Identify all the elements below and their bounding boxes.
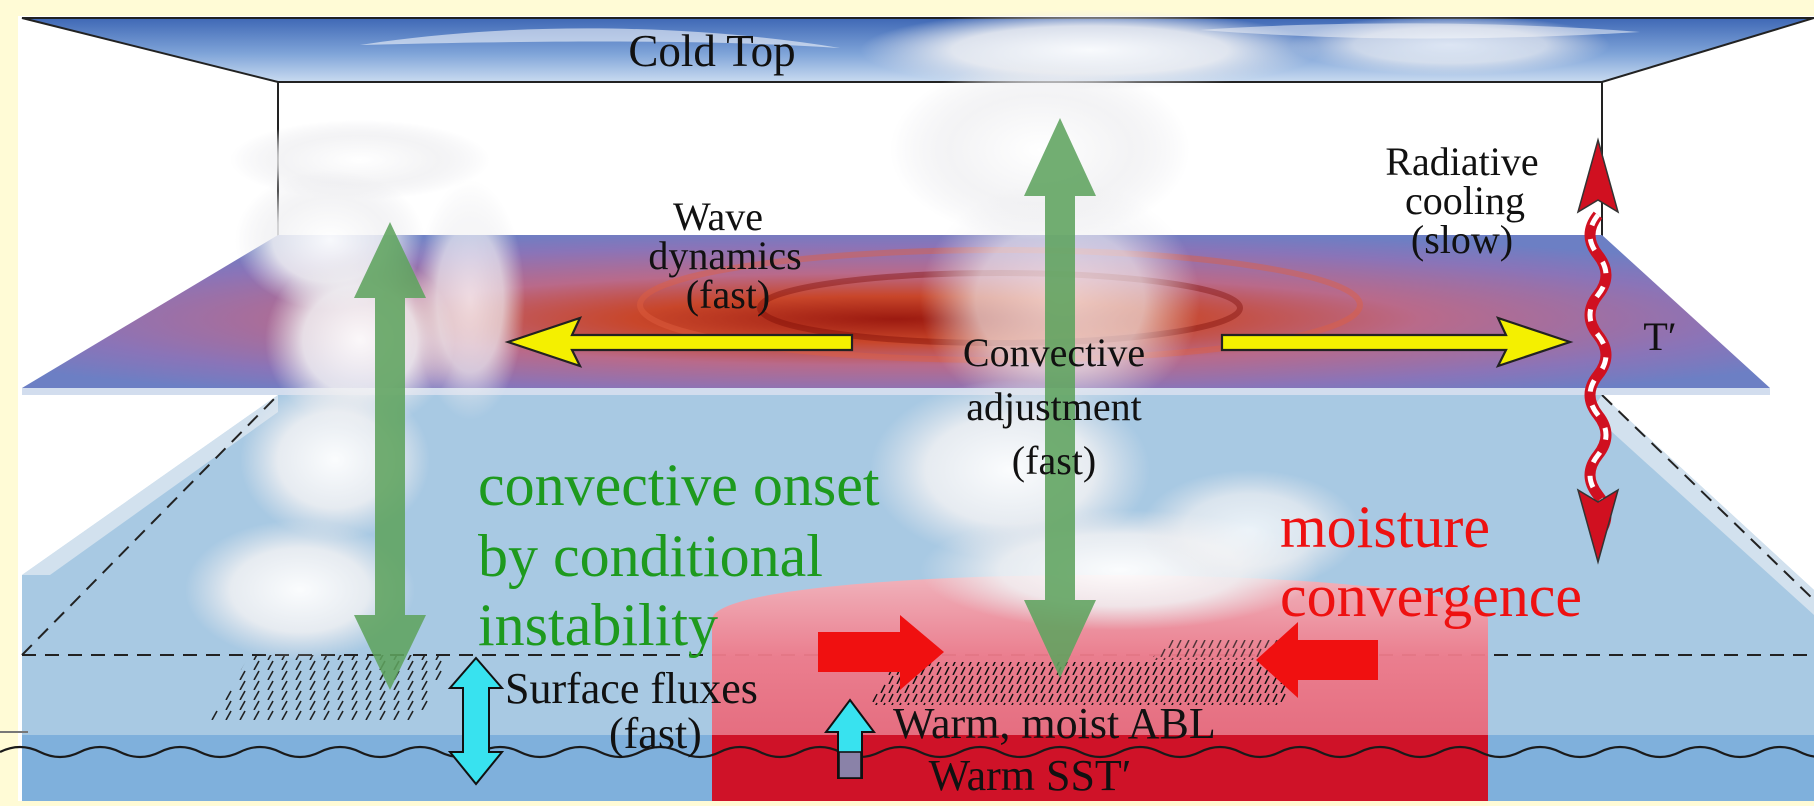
cold-top-label: Cold Top [628,26,795,76]
surface-fluxes-label: Surface fluxes (fast) [505,664,758,758]
cyan-abl-arrow [824,698,876,779]
adjustment-line-2: adjustment [966,384,1142,429]
red-convergence-arrow-left [818,615,944,690]
convective-onset-label: convective onset by conditional instabil… [478,452,880,658]
wave-line-3: (fast) [686,272,770,317]
radiative-line-2: cooling [1405,178,1525,223]
green-double-arrow-center [1024,118,1096,678]
moisture-line-1: moisture [1280,494,1490,560]
wave-line-1: Wave [673,194,763,239]
convective-adjustment-label: Convective adjustment (fast) [963,330,1145,483]
adjustment-line-3: (fast) [1012,438,1096,483]
flux-hatching-left [210,655,450,720]
warm-abl-label: Warm, moist ABL [893,699,1216,748]
convective-cloud-center [860,10,1610,630]
radiative-line-1: Radiative [1385,139,1538,184]
radiative-cooling-arrow [1576,137,1620,565]
red-convergence-arrow-right [1256,622,1378,698]
wave-line-2: dynamics [648,233,801,278]
onset-line-2: by conditional [478,523,823,589]
t-prime-label: T′ [1643,314,1676,359]
surface-fluxes-line-2: (fast) [609,709,702,758]
wave-dynamics-label: Wave dynamics (fast) [648,194,801,317]
surface-fluxes-line-1: Surface fluxes [505,664,758,713]
yellow-arrow-left [504,316,854,368]
cyan-surface-flux-arrow [447,656,505,786]
warm-sst-label: Warm SST′ [929,751,1132,800]
flux-hatching-upper [1150,640,1280,660]
flux-hatching-center [870,662,1305,705]
green-double-arrow-left [354,222,426,690]
onset-line-1: convective onset [478,452,880,518]
onset-line-3: instability [478,592,718,658]
yellow-arrow-right [1220,316,1574,368]
moisture-line-2: convergence [1280,563,1582,629]
dashed-edges [21,394,1814,656]
radiative-line-3: (slow) [1411,217,1513,262]
moisture-convergence-label: moisture convergence [1280,494,1582,629]
radiative-cooling-label: Radiative cooling (slow) [1385,139,1538,262]
sea-surface-line [0,745,1814,759]
adjustment-line-1: Convective [963,330,1145,375]
